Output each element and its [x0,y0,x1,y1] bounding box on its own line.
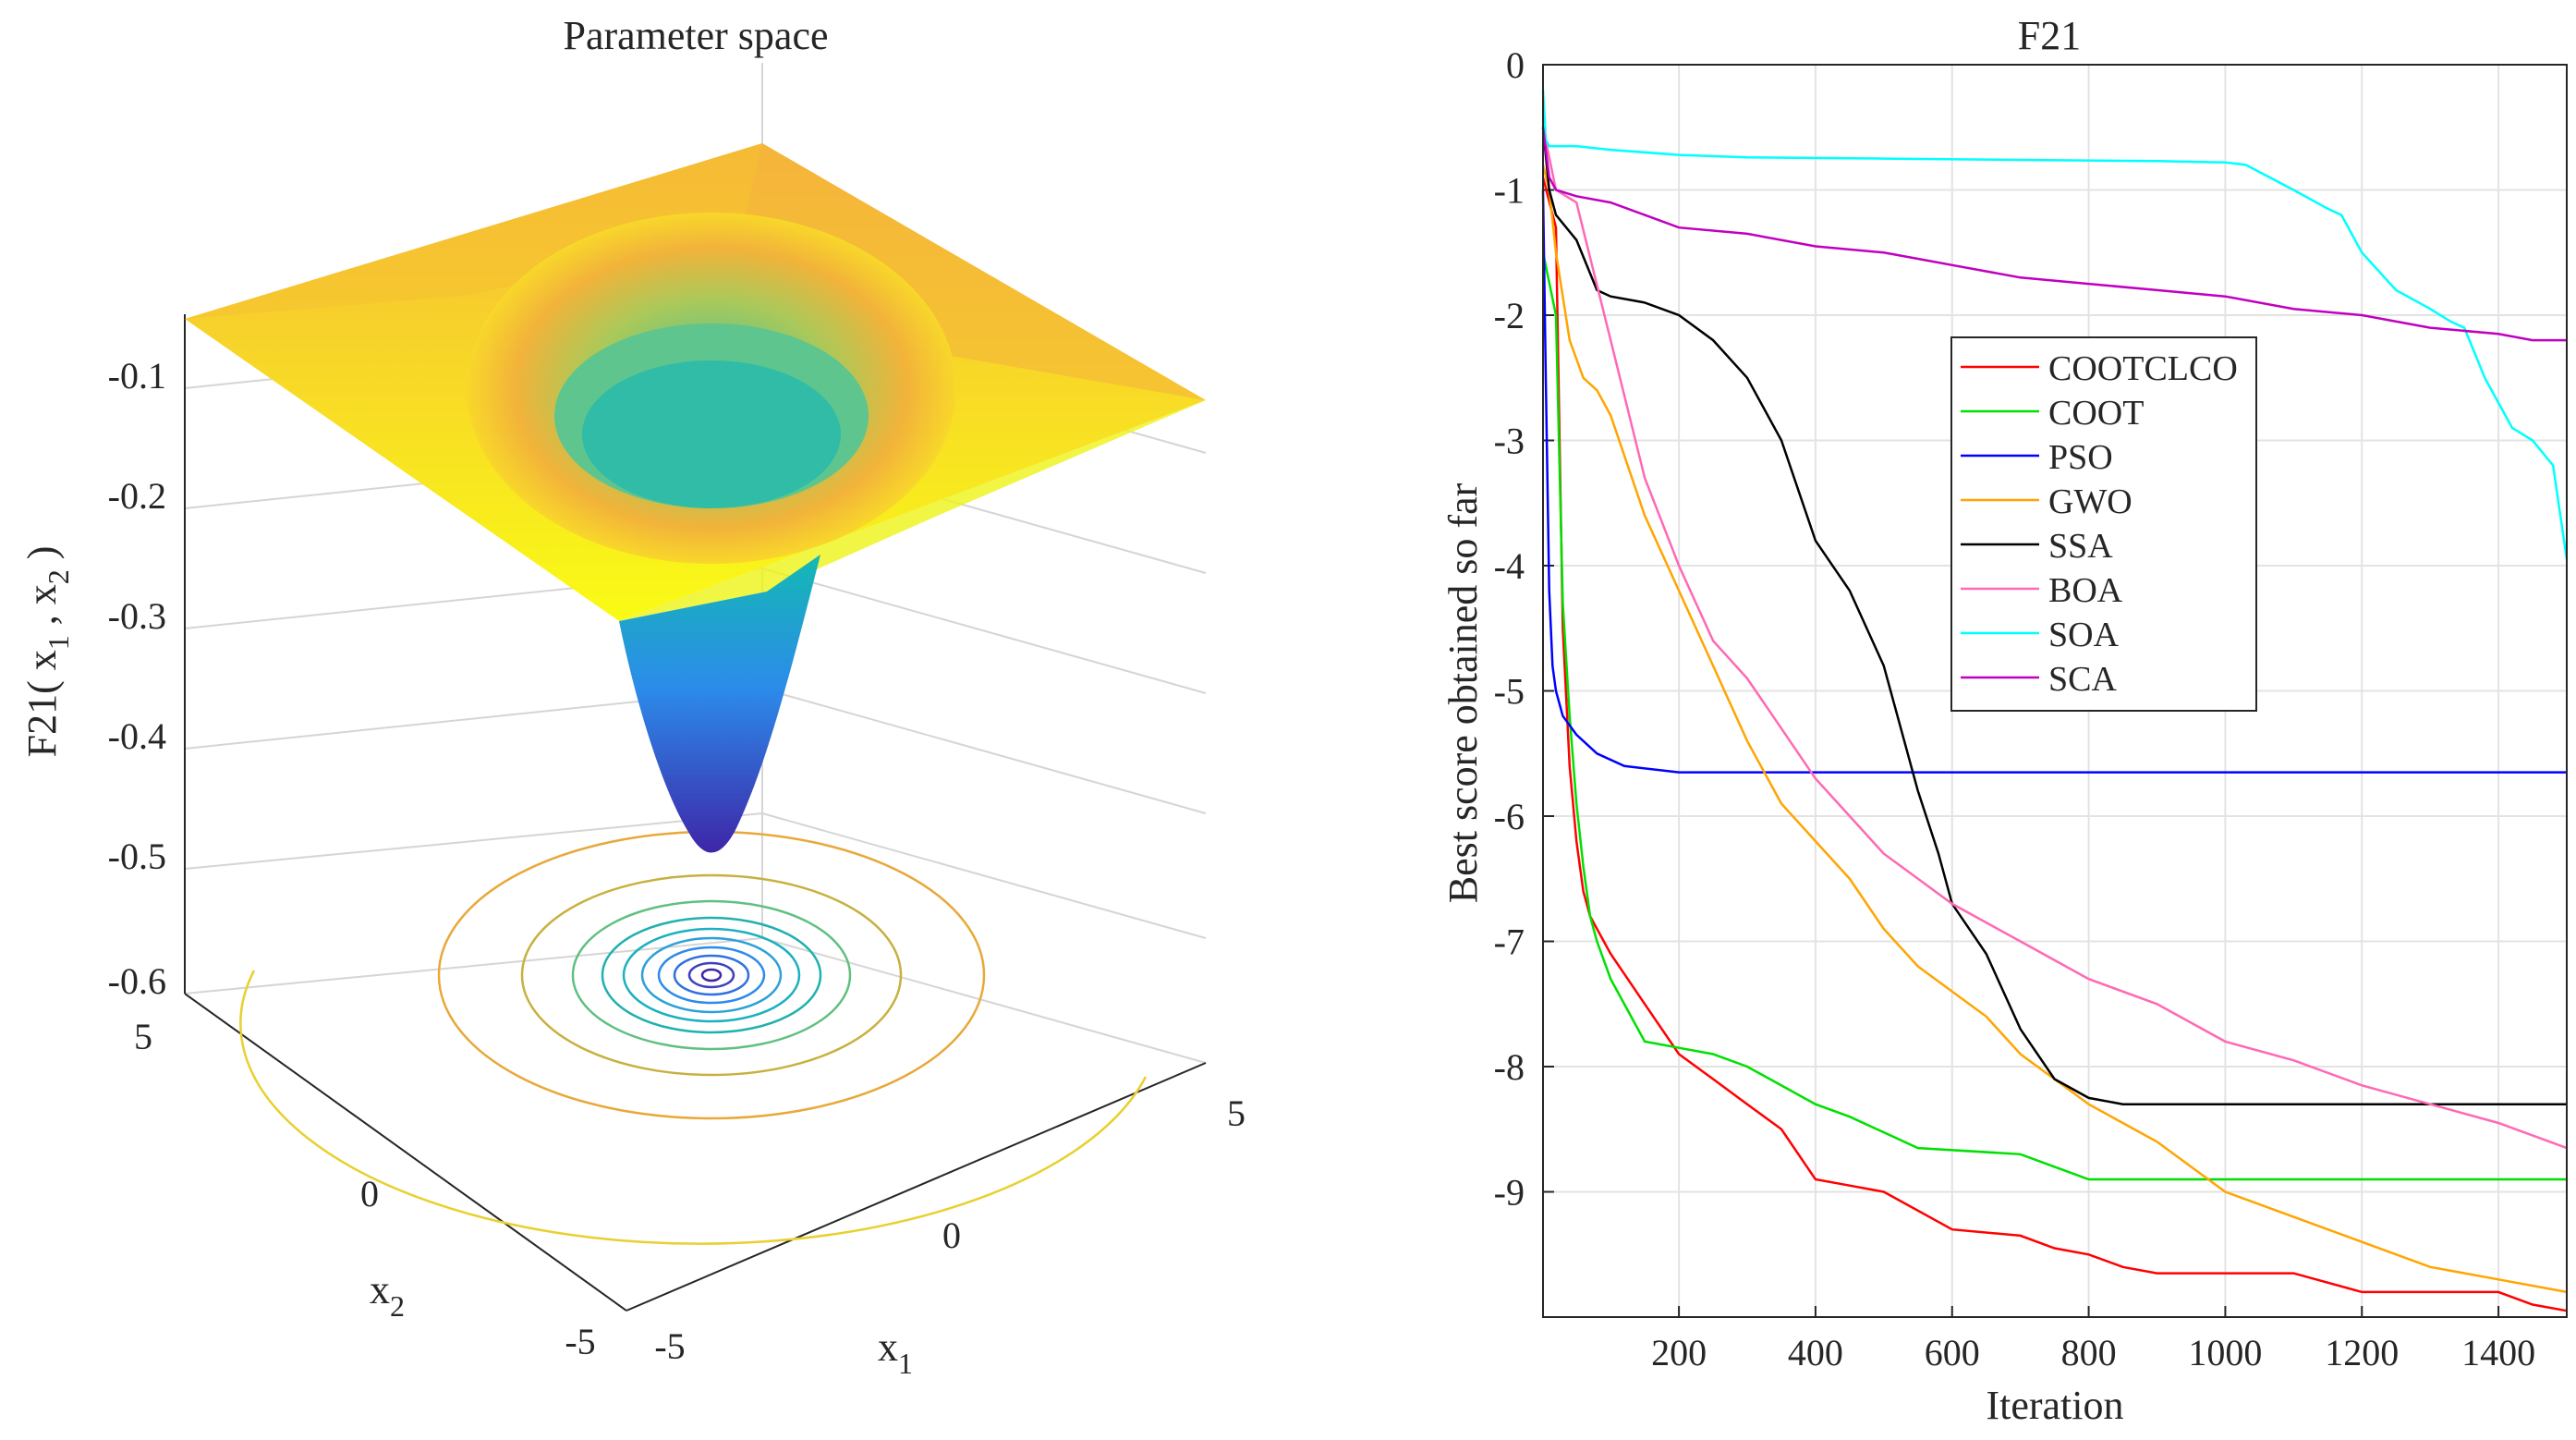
series-line-cootclco [1541,177,2568,1312]
convergence-ticks: 200 400 600 800 1000 1200 1400 0 -1 -2 -3 -4 -5 -6 -7 -… [1494,44,2535,1373]
y-tick-label: -9 [1494,1172,1525,1214]
x2-axis-ticks: 5 0 -5 [134,1016,596,1362]
x1-axis-label: x1 [878,1324,913,1380]
x1-tick: -5 [654,1325,685,1367]
convergence-plot: F21 200 400 600 800 1000 1200 1400 0 -1 -2 -3 -4 -5 -… [1440,13,2569,1428]
legend-label: GWO [2048,482,2132,521]
x2-tick: 0 [360,1173,379,1214]
z-tick: -0.3 [108,595,166,637]
y-tick-label: -3 [1494,421,1525,462]
legend-label: PSO [2048,438,2113,477]
legend-box [1950,336,2257,712]
convergence-series [1541,90,2569,1312]
z-tick: -0.5 [108,836,166,877]
y-axis-label: Best score obtained so far [1440,482,1486,903]
x1-tick: 5 [1227,1092,1245,1134]
y-tick-label: -4 [1494,545,1525,587]
y-tick-label: 0 [1506,44,1525,86]
legend-label: SSA [2048,527,2113,566]
surface-axes [184,314,1207,1312]
series-line-boa [1541,127,2568,1150]
x2-tick: -5 [565,1321,595,1362]
surface-mesh [185,143,1206,853]
x-tick-label: 400 [1788,1332,1843,1373]
series-line-ssa [1541,127,2567,1105]
x2-tick: 5 [134,1016,152,1057]
legend-label: BOA [2048,571,2123,610]
legend: COOTCLCO COOT PSO GWO SSA BOA SOA SCA [1950,336,2257,712]
surface-title: Parameter space [563,13,828,58]
z-tick: -0.4 [108,715,166,757]
x-tick-label: 200 [1651,1332,1707,1373]
z-tick: -0.2 [108,475,166,517]
y-tick-label: -6 [1494,796,1525,837]
legend-label: COOT [2048,394,2144,433]
x-tick-label: 1000 [2188,1332,2262,1373]
x-tick-label: 1200 [2325,1332,2399,1373]
x-tick-label: 800 [2061,1332,2117,1373]
x-tick-label: 600 [1925,1332,1980,1373]
x2-axis-label: x2 [370,1267,405,1323]
series-line-coot [1541,252,2567,1181]
y-tick-label: -1 [1494,170,1525,212]
legend-label: SCA [2048,660,2117,699]
surface-plot: Parameter space [19,13,1245,1380]
series-line-sca [1541,127,2567,342]
x1-axis-ticks: -5 0 5 [654,1092,1245,1367]
legend-label: COOTCLCO [2048,349,2238,388]
z-axis-ticks: -0.1 -0.2 -0.3 -0.4 -0.5 -0.6 [108,355,166,1002]
legend-label: SOA [2048,616,2120,654]
x1-tick: 0 [942,1214,961,1256]
convergence-title: F21 [2018,13,2081,58]
z-tick: -0.6 [108,960,166,1002]
series-line-soa [1541,90,2569,560]
plot-frame [1542,64,2568,1318]
y-tick-label: -2 [1494,295,1525,336]
y-tick-label: -7 [1494,921,1525,963]
surface-contours [239,830,1148,1245]
x-tick-label: 1400 [2461,1332,2535,1373]
series-line-pso [1541,189,2567,774]
z-axis-label: F21( x1 , x2 ) [19,546,75,758]
y-tick-label: -5 [1494,671,1525,713]
series-line-gwo [1541,165,2568,1294]
y-tick-label: -8 [1494,1046,1525,1088]
x-axis-label: Iteration [1986,1383,2123,1428]
z-tick: -0.1 [108,355,166,397]
